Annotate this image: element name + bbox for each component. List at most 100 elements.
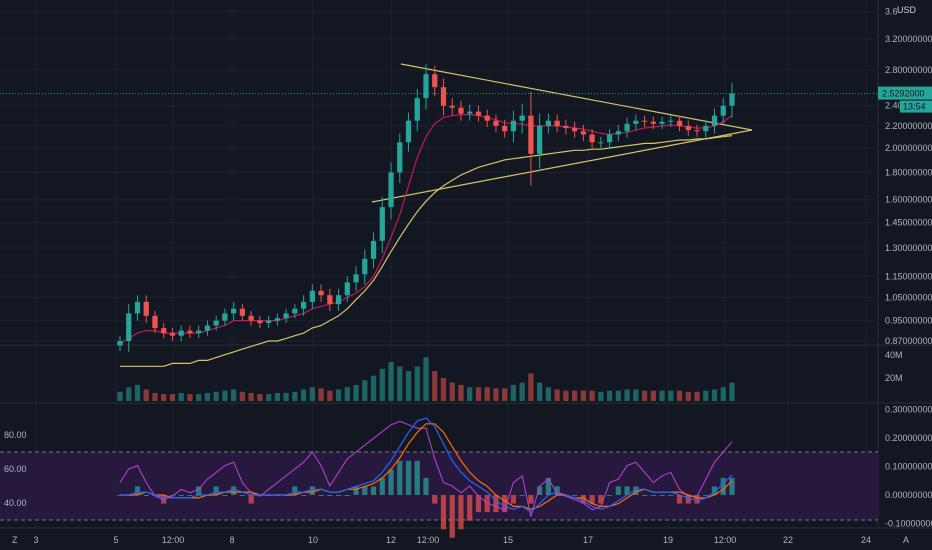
candle-body [274,318,280,321]
histogram-bar [650,495,656,496]
histogram-bar [703,495,709,496]
time-tick-label: 12:00 [162,535,185,545]
time-tick-label: 12 [386,535,396,545]
candle-body [676,120,683,126]
volume-bar [624,389,630,401]
oscillator-tick-label: 0.10000000 [885,462,932,472]
histogram-bar [668,495,674,496]
time-zone-letter[interactable]: Z [12,535,18,545]
volume-bar [283,392,289,401]
candle-body [134,301,141,314]
volume-bar [353,384,359,401]
candle-body [467,111,473,114]
candle-body [694,130,700,132]
candle-body [624,123,630,132]
candle-body [729,93,735,106]
candle-body [510,120,517,132]
candle-body [598,142,604,144]
rsi-tick-label: 80.00 [4,430,27,440]
candle-body [196,330,202,334]
oscillator-tick-label: 0.00000000 [885,490,932,500]
volume-bar [257,394,263,401]
volume-bar [615,390,621,401]
volume-bar [196,394,202,401]
candle-body [440,87,447,106]
histogram-bar [222,495,228,496]
histogram-bar [502,495,508,513]
volume-bar [650,390,656,401]
volume-bar [676,390,683,401]
time-tick-label: 17 [583,535,593,545]
rsi-band-background [0,452,878,520]
candle-body [685,125,691,131]
candle-body [703,125,709,132]
candle-body [187,330,193,334]
candle-body [475,111,482,116]
candle-body [283,313,289,319]
candle-body [528,115,534,154]
candle-body [720,105,726,116]
histogram-bar [423,477,429,495]
volume-bar [598,391,604,401]
fast-moving-average-line [119,114,733,345]
time-tick-label: 10 [308,535,318,545]
candle-body [152,315,158,329]
candle-body [239,308,246,316]
candle-body [580,131,586,135]
volume-bar [134,384,141,401]
candle-body [248,315,254,321]
volume-bar [633,389,639,401]
volume-pane[interactable] [117,357,735,401]
volume-bar [572,390,578,401]
histogram-bar [248,495,254,504]
macd-line [120,417,733,513]
upper-trendline [400,63,753,131]
histogram-bar [694,495,700,504]
histogram-bar [379,477,385,495]
candle-body [519,115,525,121]
last-price-tag [878,86,932,100]
candle-body [143,301,149,316]
volume-bar [519,382,525,401]
histogram-bar [432,495,438,504]
volume-bar [440,378,447,401]
auto-scale-letter[interactable]: A [903,535,909,545]
candle-body [484,115,490,121]
candle-body [327,295,333,305]
volume-bar [248,392,254,401]
volume-bar [641,390,648,401]
volume-bar [589,390,595,401]
volume-bar [161,394,167,401]
candle-body [458,107,464,114]
time-tick-label: 3 [33,535,38,545]
candle-body [397,142,403,173]
volume-bar [231,389,237,401]
price-tick-label: 1.45000000 [885,218,932,228]
candle-body [335,295,342,305]
histogram-bar [659,495,665,496]
time-tick-label: 12:00 [714,535,737,545]
volume-bar [204,392,211,401]
volume-bar [327,390,333,401]
volume-bar [309,387,315,401]
volume-bar [432,371,438,401]
candle-body [266,320,272,324]
time-tick-label: 5 [113,535,118,545]
oscillator-pane[interactable] [0,417,878,538]
histogram-bar [676,495,683,504]
candle-body [493,120,499,126]
volume-bar [414,366,420,401]
volume-bar [659,390,665,401]
histogram-bar [720,477,726,495]
volume-bar [213,391,219,401]
countdown-tag [900,100,932,113]
volume-bar [344,387,350,401]
histogram-bar [589,495,595,504]
time-tick-label: 24 [861,535,871,545]
volume-bar [711,389,718,401]
volume-bar [720,387,726,401]
currency-label[interactable]: USD [897,5,917,15]
price-pane[interactable] [0,63,878,367]
price-tick-label: 2.80000000 [885,65,932,75]
